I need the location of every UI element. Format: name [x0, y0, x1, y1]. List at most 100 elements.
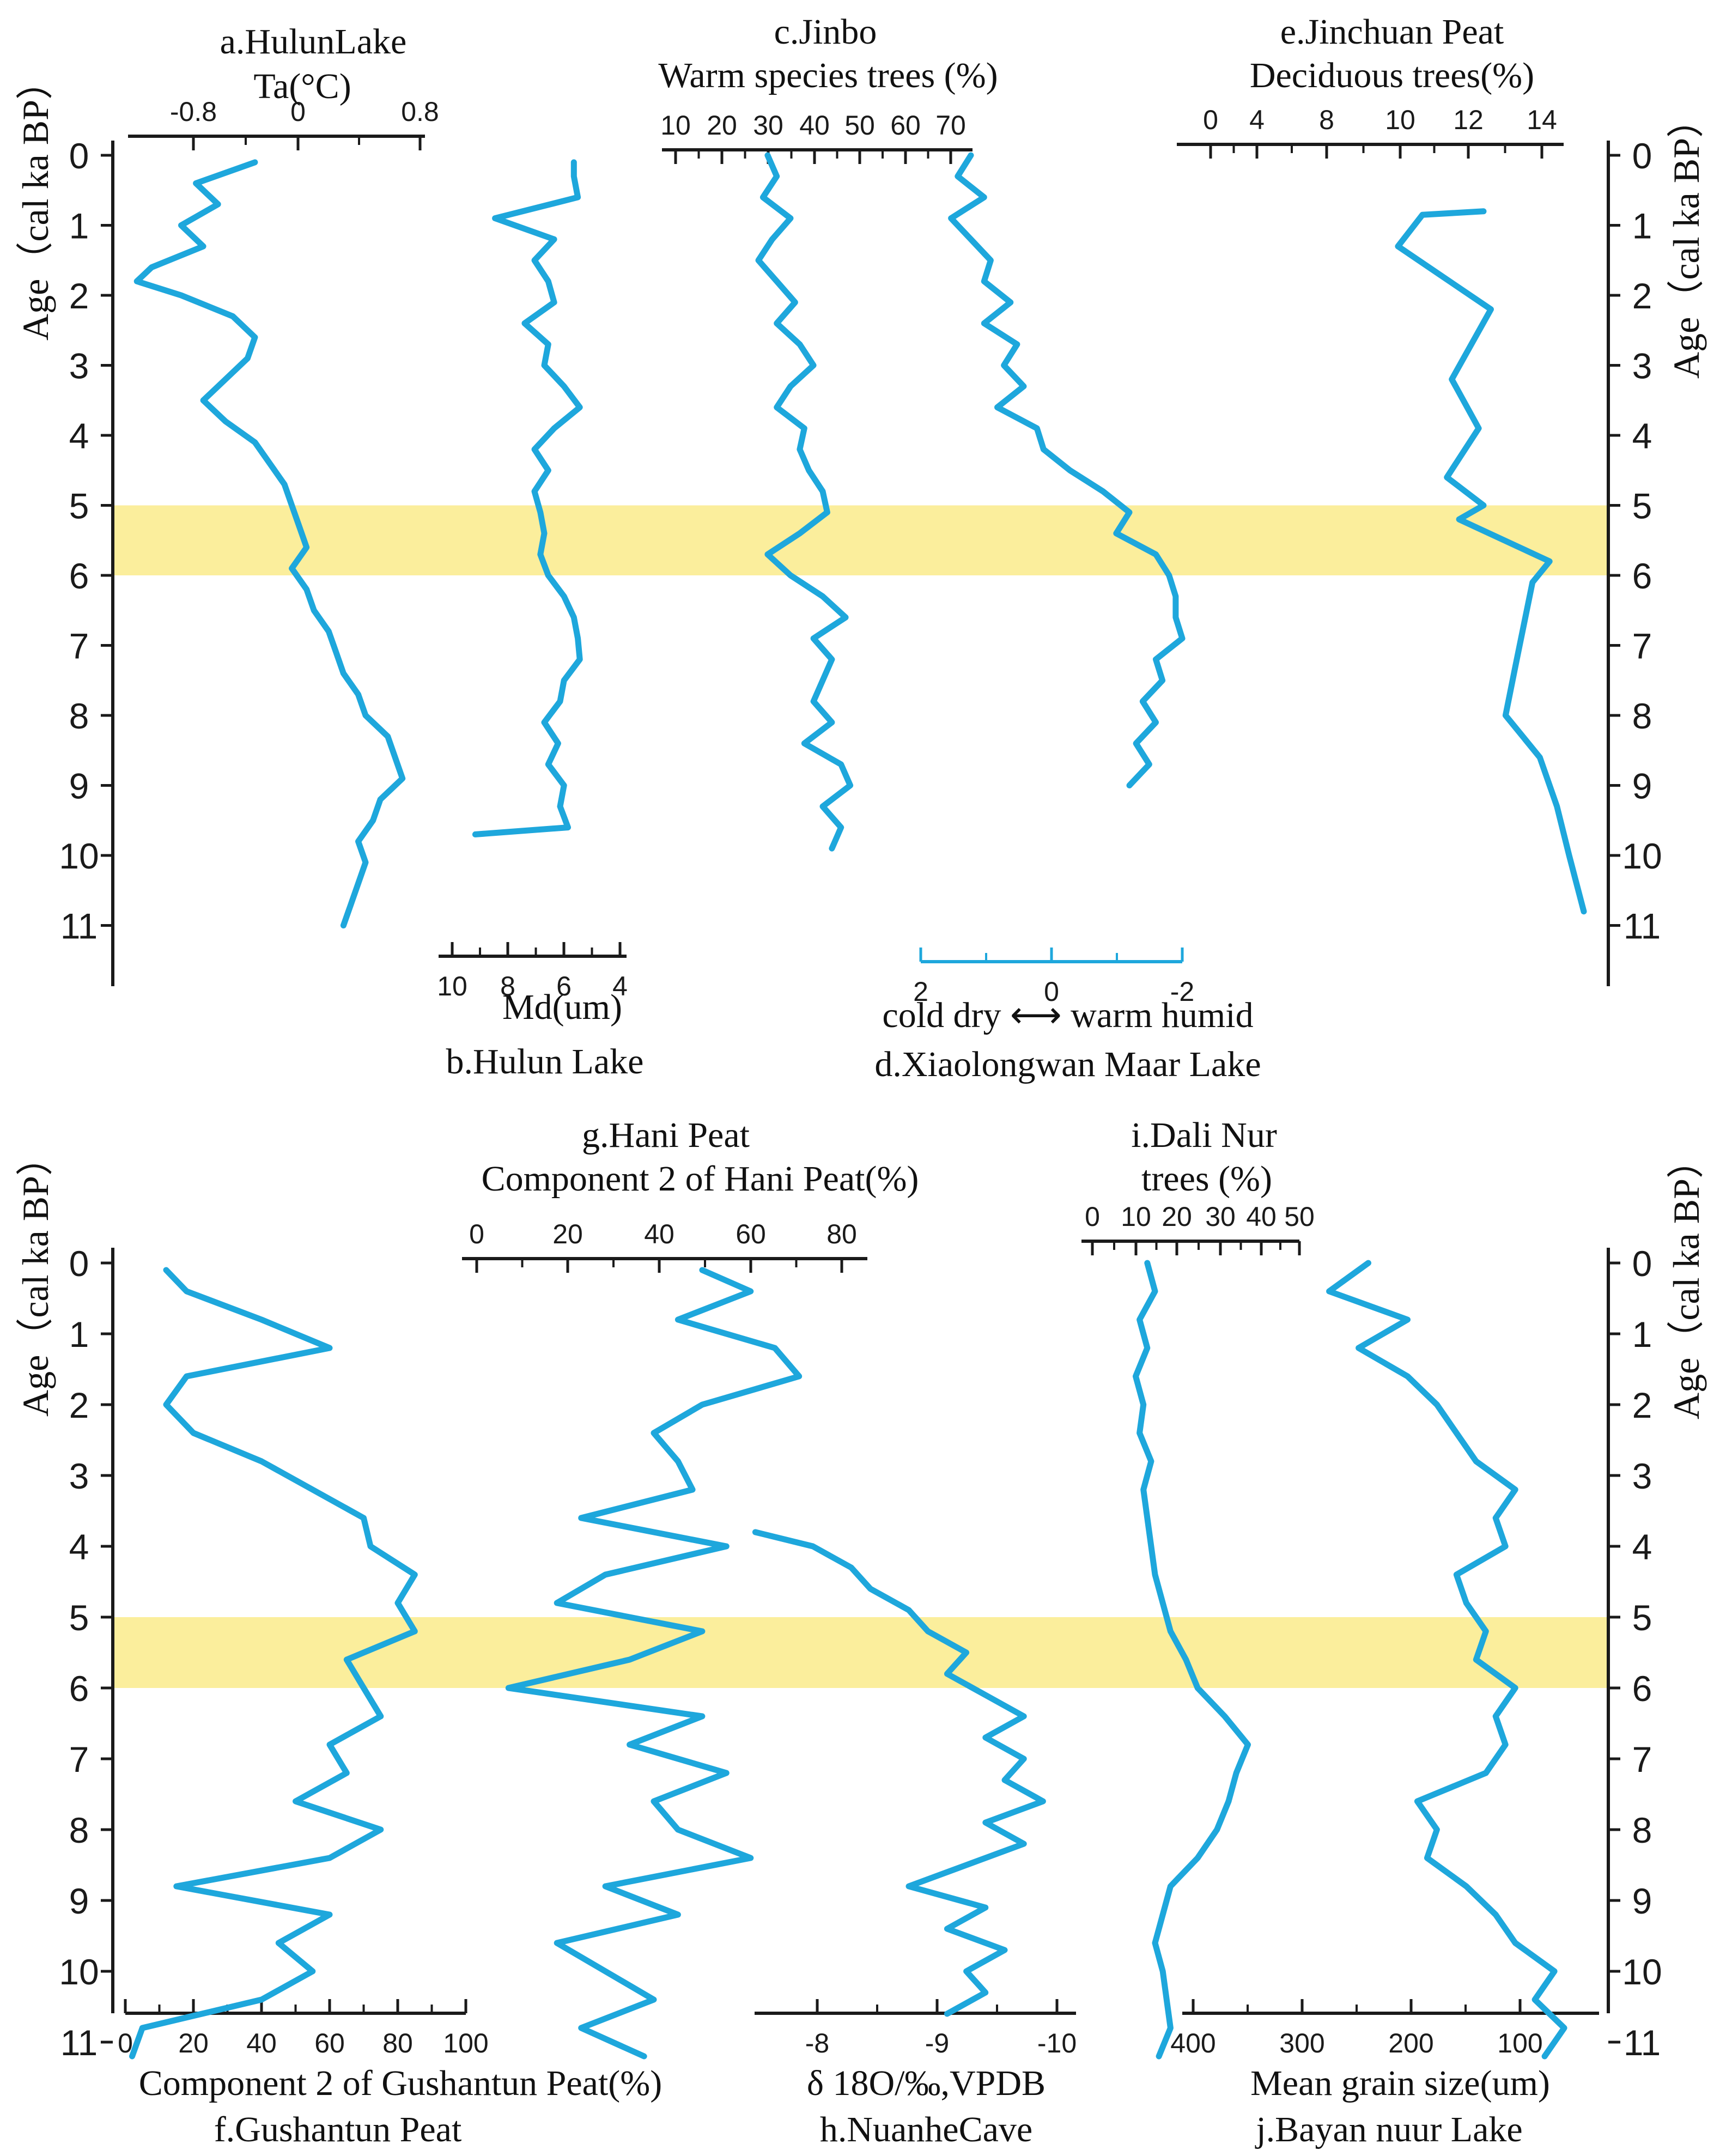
- age-tick-label-top-L-10: 10: [59, 836, 99, 876]
- age-tick-label-top-R-6: 6: [1632, 556, 1652, 596]
- age-tick-label-top-L-0: 0: [69, 136, 89, 176]
- age-tick-label-bottom-L-8: 8: [69, 1810, 89, 1850]
- age-tick-label-top-R-4: 4: [1632, 416, 1652, 456]
- value-tick-label-g-3: 60: [736, 1219, 766, 1249]
- axis-title-f: Component 2 of Gushantun Peat(%): [139, 2063, 663, 2103]
- value-tick-label-b-0: 10: [437, 971, 467, 1001]
- series-line-d-0: [948, 152, 1186, 788]
- age-tick-label-bottom-L-2: 2: [69, 1385, 89, 1425]
- value-tick-label-c-0: 10: [660, 110, 691, 141]
- age-tick-label-top-R-8: 8: [1632, 696, 1652, 736]
- axis-title-e: Deciduous trees(%): [1250, 56, 1534, 95]
- series-line-j-0: [1326, 1260, 1567, 2060]
- age-tick-label-top-L-2: 2: [69, 276, 89, 316]
- value-tick-label-j-0: 400: [1170, 2028, 1216, 2058]
- value-tick-label-c-2: 30: [753, 110, 783, 141]
- age-tick-label-top-L-7: 7: [69, 626, 89, 666]
- value-tick-label-h-2: -10: [1037, 2028, 1077, 2058]
- axis-title-h: δ 18O/‰,VPDB: [807, 2063, 1046, 2103]
- age-tick-label-bottom-R-9: 9: [1632, 1881, 1652, 1921]
- age-tick-label-bottom-L-5: 5: [69, 1598, 89, 1638]
- series-line-f-0: [129, 1267, 418, 2060]
- age-tick-label-top-R-10: 10: [1622, 836, 1662, 876]
- value-tick-label-i-1: 10: [1121, 1201, 1151, 1232]
- age-tick-label-bottom-R-1: 1: [1632, 1314, 1652, 1355]
- series-line-g-0: [505, 1267, 803, 2060]
- value-tick-label-e-2: 8: [1319, 105, 1334, 135]
- age-tick-label-bottom-L-6: 6: [69, 1668, 89, 1709]
- value-tick-label-d-1: 0: [1044, 976, 1059, 1007]
- series-line-i-0: [1133, 1260, 1251, 2060]
- age-tick-label-bottom-L-10: 10: [59, 1952, 99, 1992]
- title-c: c.Jinbo: [774, 12, 877, 52]
- axis-title-j: Mean grain size(um): [1250, 2063, 1550, 2103]
- age-label-top-left: Age（cal ka BP）: [15, 63, 56, 341]
- age-tick-label-top-R-0: 0: [1632, 136, 1652, 176]
- value-tick-label-e-0: 0: [1203, 105, 1218, 135]
- age-tick-label-bottom-R-7: 7: [1632, 1739, 1652, 1780]
- value-tick-label-c-5: 60: [890, 110, 921, 141]
- age-tick-label-bottom-L-4: 4: [69, 1527, 89, 1567]
- series-line-c-0: [755, 152, 854, 852]
- age-tick-label-bottom-R-5: 5: [1632, 1598, 1652, 1638]
- title-a: a.HulunLake: [220, 22, 407, 62]
- curves: [129, 152, 1587, 2060]
- age-tick-label-top-L-8: 8: [69, 696, 89, 736]
- title-e: e.Jinchuan Peat: [1280, 12, 1504, 52]
- axis-title-g: Component 2 of Hani Peat(%): [482, 1159, 919, 1199]
- value-tick-label-f-4: 80: [382, 2028, 413, 2058]
- axis-title-c: Warm species trees (%): [658, 56, 998, 95]
- value-tick-label-d-0: 2: [913, 976, 928, 1007]
- value-tick-label-e-4: 12: [1453, 105, 1484, 135]
- age-label-bottom-left: Age（cal ka BP）: [15, 1139, 56, 1417]
- value-tick-label-i-4: 40: [1246, 1201, 1277, 1232]
- value-tick-label-g-4: 80: [826, 1219, 857, 1249]
- value-tick-label-c-1: 20: [707, 110, 737, 141]
- title-j: j.Bayan nuur Lake: [1255, 2110, 1522, 2149]
- axis-title-b: Md(um): [502, 987, 622, 1027]
- title-h: h.NuanheCave: [820, 2110, 1032, 2149]
- value-tick-label-b-1: 8: [500, 971, 515, 1001]
- age-tick-label-top-L-4: 4: [69, 416, 89, 456]
- title-i: i.Dali Nur: [1131, 1115, 1277, 1155]
- age-tick-label-top-R-5: 5: [1632, 486, 1652, 526]
- age-tick-label-top-L-3: 3: [69, 346, 89, 386]
- value-tick-label-g-1: 20: [552, 1219, 583, 1249]
- age-tick-label-bottom-R-10: 10: [1622, 1952, 1662, 1992]
- value-tick-label-e-1: 4: [1249, 105, 1265, 135]
- age-tick-label-top-R-1: 1: [1632, 206, 1652, 246]
- age-tick-label-bottom-L-1: 1: [69, 1314, 89, 1355]
- title-d: d.Xiaolongwan Maar Lake: [874, 1044, 1261, 1084]
- title-g: g.Hani Peat: [582, 1115, 750, 1155]
- age-tick-label-bottom-L-11: 11: [60, 2023, 98, 2063]
- age-label-bottom-right: Age（cal ka BP）: [1666, 1141, 1707, 1419]
- value-tick-label-a-2: 0.8: [401, 96, 439, 127]
- value-tick-label-h-0: -8: [805, 2028, 829, 2058]
- age-tick-label-top-R-11: 11: [1624, 906, 1661, 946]
- series-line-b-0: [472, 159, 583, 837]
- value-tick-label-h-1: -9: [925, 2028, 949, 2058]
- age-tick-label-top-R-2: 2: [1632, 276, 1652, 316]
- series-line-h-0: [752, 1529, 1046, 2017]
- age-tick-label-top-L-1: 1: [69, 206, 89, 246]
- value-tick-label-b-3: 4: [612, 971, 628, 1001]
- value-tick-label-a-0: -0.8: [170, 96, 217, 127]
- value-tick-label-g-0: 0: [469, 1219, 484, 1249]
- value-tick-label-i-2: 20: [1162, 1201, 1192, 1232]
- age-tick-label-bottom-L-0: 0: [69, 1243, 89, 1284]
- age-tick-label-bottom-R-8: 8: [1632, 1810, 1652, 1850]
- value-tick-label-c-4: 50: [844, 110, 875, 141]
- age-tick-label-top-L-9: 9: [69, 766, 89, 806]
- age-axes: 0123456789101101234567891011012345678910…: [59, 136, 1662, 2063]
- age-tick-label-top-L-6: 6: [69, 556, 89, 596]
- age-tick-label-top-R-9: 9: [1632, 766, 1652, 806]
- age-tick-label-top-R-7: 7: [1632, 626, 1652, 666]
- value-tick-label-i-3: 30: [1205, 1201, 1236, 1232]
- age-tick-label-top-R-3: 3: [1632, 346, 1652, 386]
- value-tick-label-f-1: 20: [178, 2028, 209, 2058]
- value-tick-label-f-3: 60: [314, 2028, 345, 2058]
- value-tick-label-c-3: 40: [799, 110, 830, 141]
- series-line-a-0: [133, 159, 406, 928]
- axis-title-d: cold dry ⟷ warm humid: [882, 995, 1253, 1035]
